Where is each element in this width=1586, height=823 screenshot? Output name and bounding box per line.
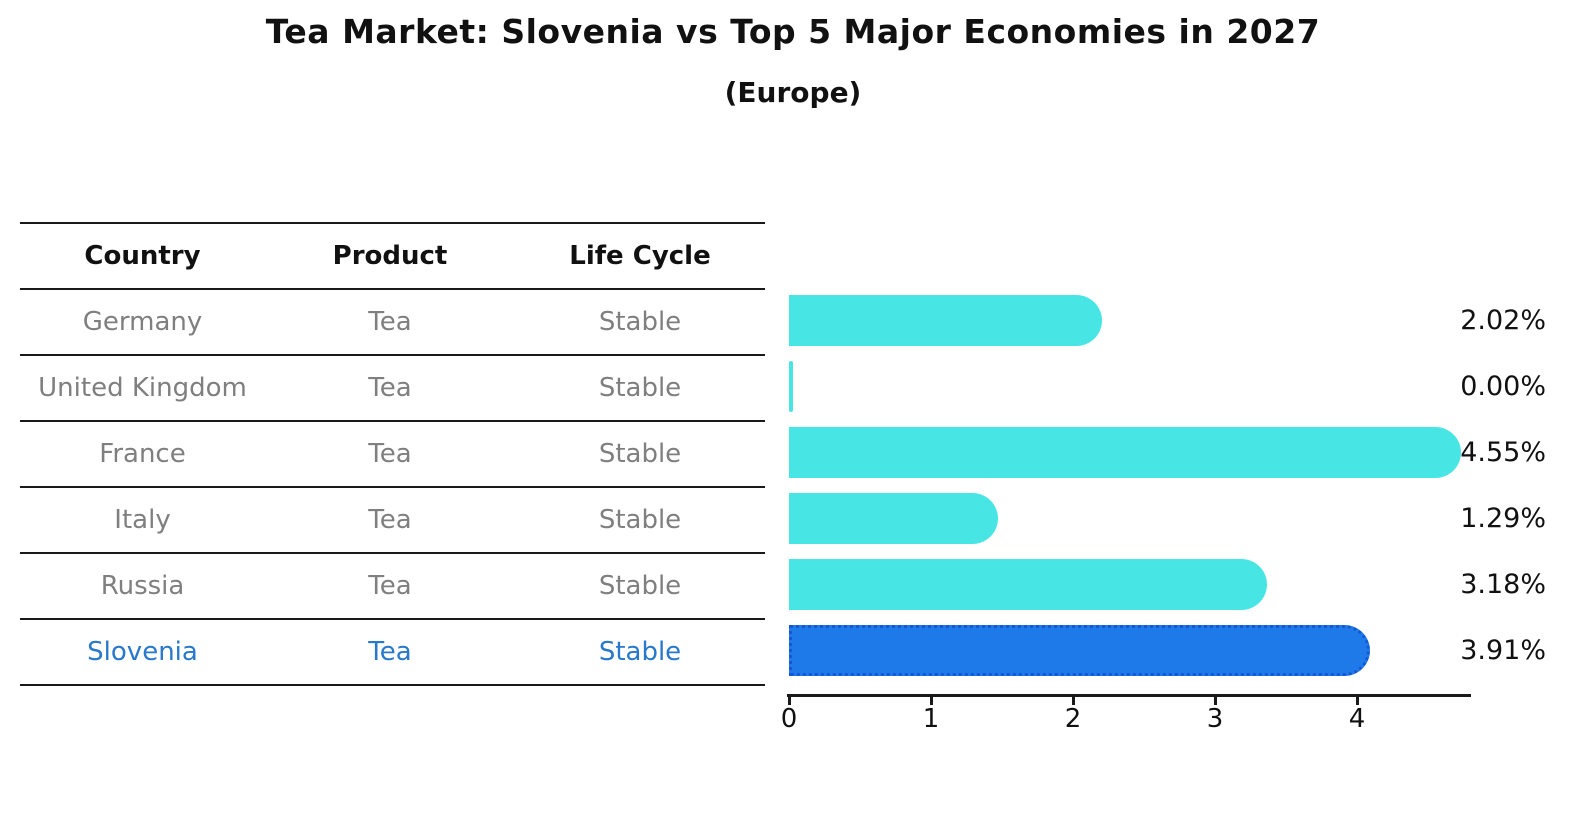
bar-value-label: 2.02% xyxy=(1460,305,1546,336)
table-cell-life-cycle: Stable xyxy=(598,505,682,535)
bar-germany xyxy=(789,295,1102,346)
bar-value-label: 1.29% xyxy=(1460,503,1546,534)
x-axis-tick xyxy=(1072,696,1075,705)
table-row: France Tea Stable xyxy=(20,422,765,488)
table-cell-life-cycle: Stable xyxy=(598,571,682,601)
bar-value-label: 3.91% xyxy=(1460,635,1546,666)
table-row: Slovenia Tea Stable xyxy=(20,620,765,686)
x-axis-tick-label: 4 xyxy=(1348,704,1366,734)
bar-value-label: 3.18% xyxy=(1460,569,1546,600)
table-body: Germany Tea Stable United Kingdom Tea Stable F… xyxy=(20,290,765,686)
bar-italy xyxy=(789,493,999,544)
table-cell-product: Tea xyxy=(368,373,412,403)
x-axis-tick xyxy=(788,696,791,705)
table-cell-country: Russia xyxy=(100,571,185,601)
x-axis-line xyxy=(787,694,1471,697)
bar-france xyxy=(789,427,1462,478)
table-row: Germany Tea Stable xyxy=(20,290,765,356)
table-cell-life-cycle: Stable xyxy=(598,307,682,337)
x-axis-tick xyxy=(1356,696,1359,705)
bar-russia xyxy=(789,559,1267,610)
x-axis-tick-label: 0 xyxy=(780,704,798,734)
x-axis-tick-label: 2 xyxy=(1064,704,1082,734)
col-header-country: Country xyxy=(84,241,201,271)
country-table: Country Product Life Cycle Germany Tea Sta… xyxy=(20,222,765,686)
x-axis-tick-label: 3 xyxy=(1206,704,1224,734)
bar-value-label: 0.00% xyxy=(1460,371,1546,402)
table-row: Italy Tea Stable xyxy=(20,488,765,554)
table-cell-product: Tea xyxy=(368,637,412,667)
table-cell-life-cycle: Stable xyxy=(598,373,682,403)
table-cell-product: Tea xyxy=(368,307,412,337)
table-header-row: Country Product Life Cycle xyxy=(20,224,765,290)
bar-united-kingdom xyxy=(789,361,793,412)
table-cell-product: Tea xyxy=(368,439,412,469)
table-cell-life-cycle: Stable xyxy=(598,637,682,667)
table-cell-product: Tea xyxy=(368,571,412,601)
x-axis-tick xyxy=(930,696,933,705)
bar-value-label: 4.55% xyxy=(1460,437,1546,468)
x-axis-tick-label: 1 xyxy=(922,704,940,734)
bar-slovenia xyxy=(789,625,1371,676)
table-row: Russia Tea Stable xyxy=(20,554,765,620)
table-cell-product: Tea xyxy=(368,505,412,535)
chart-subtitle: (Europe) xyxy=(724,76,862,109)
table-row: United Kingdom Tea Stable xyxy=(20,356,765,422)
table-cell-country: Germany xyxy=(82,307,203,337)
chart-title: Tea Market: Slovenia vs Top 5 Major Econ… xyxy=(265,12,1321,51)
x-axis-tick xyxy=(1214,696,1217,705)
col-header-life-cycle: Life Cycle xyxy=(569,241,711,271)
table-cell-life-cycle: Stable xyxy=(598,439,682,469)
col-header-product: Product xyxy=(332,241,448,271)
table-cell-country: Slovenia xyxy=(87,637,198,667)
table-cell-country: France xyxy=(99,439,186,469)
table-cell-country: Italy xyxy=(114,505,171,535)
table-cell-country: United Kingdom xyxy=(38,373,247,403)
